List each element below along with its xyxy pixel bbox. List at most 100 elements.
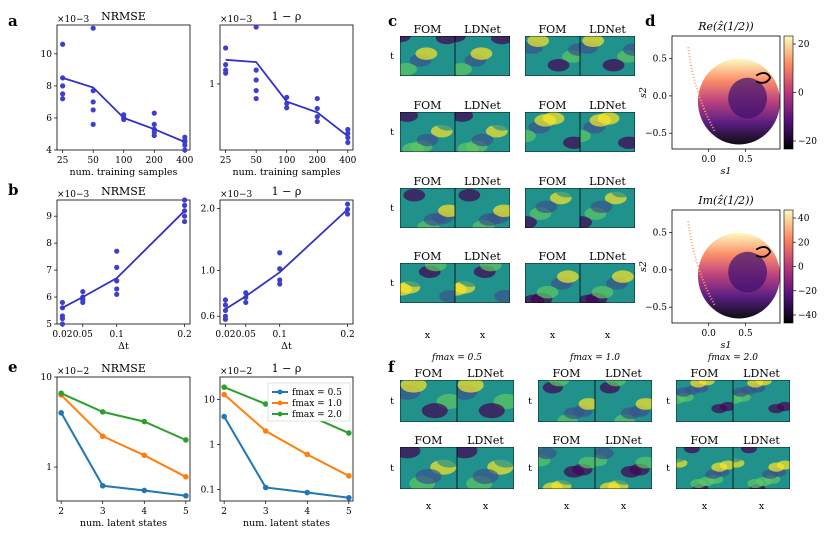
colorbar-tick-label: 20	[798, 238, 810, 248]
y-tick-label: 7	[46, 266, 52, 276]
y-tick-label: 1	[46, 463, 52, 473]
latent-plot-title: Im(ẑ(1/2))	[697, 194, 753, 207]
series-point	[262, 428, 269, 434]
heatmap-tile	[580, 36, 635, 76]
series-point	[221, 391, 227, 398]
series-point	[183, 473, 189, 480]
heatmap-label-fom: FOM	[691, 367, 719, 380]
data-point	[59, 299, 66, 306]
y-tick-label: 0.5	[653, 55, 668, 65]
heatmap-blob	[595, 447, 614, 460]
heatmap-blob	[547, 58, 570, 72]
heatmap-blob	[457, 447, 478, 459]
axis-exponent: ×10−3	[220, 15, 253, 25]
data-point	[60, 83, 66, 89]
latent-cloud-core	[728, 77, 768, 119]
plot-frame	[56, 199, 191, 325]
heatmap-blob	[525, 263, 539, 275]
x-tick-label: 100	[115, 156, 132, 166]
data-point	[60, 96, 66, 102]
heatmap-blob	[455, 62, 472, 76]
data-point	[253, 95, 259, 102]
latent-x-label: s1	[721, 340, 732, 351]
heatmap-blob	[479, 263, 502, 272]
heatmap-blob	[603, 145, 626, 152]
series-point	[58, 390, 64, 397]
heatmap-tile	[400, 36, 455, 76]
data-point	[253, 77, 259, 83]
x-tick-label: 0.2	[177, 330, 191, 340]
panel-letter-e: e	[8, 358, 18, 376]
heatmap-tile	[525, 263, 580, 303]
data-point	[277, 250, 283, 256]
latent-trajectory	[687, 221, 717, 307]
heatmap-blob	[618, 136, 635, 150]
heatmap-y-label: t	[390, 51, 394, 62]
series-point	[304, 451, 311, 458]
heatmap-blob	[768, 462, 785, 472]
data-point	[345, 135, 351, 141]
heatmap-y-label: t	[666, 396, 670, 407]
legend-entry: fmax = 2.0	[292, 410, 342, 420]
data-point	[90, 107, 96, 113]
heatmap-blob	[690, 478, 707, 489]
heatmap-label-fom: FOM	[414, 23, 442, 36]
trend-line	[62, 77, 186, 143]
chart-title: NRMSE	[101, 10, 146, 23]
x-tick-label: 0.02	[215, 330, 235, 340]
heatmap-label-fom: FOM	[414, 250, 442, 263]
trend-line	[224, 208, 349, 310]
data-point	[151, 132, 157, 139]
heatmap-blob	[535, 200, 558, 214]
data-point	[90, 99, 96, 105]
heatmap-tile	[457, 447, 514, 489]
x-tick-label: 3	[100, 507, 106, 517]
heatmap-y-label: t	[390, 396, 394, 407]
heatmap-blob	[733, 394, 743, 404]
heatmap-blob	[478, 403, 505, 419]
series-point	[221, 384, 227, 390]
colorbar-tick-label: 20	[798, 40, 810, 50]
data-point	[345, 126, 351, 133]
x-tick-label: 200	[309, 156, 326, 166]
heatmap-blob	[538, 447, 557, 460]
heatmap-tile	[595, 380, 652, 422]
heatmap-blob	[762, 469, 779, 479]
data-point	[90, 121, 96, 127]
panel-letter-d: d	[645, 12, 656, 30]
series-point	[58, 410, 64, 416]
heatmap-label-fom: FOM	[414, 99, 442, 112]
x-axis-label: num. latent states	[80, 518, 167, 529]
heatmap-tile	[733, 380, 790, 422]
x-tick-label: 50	[250, 156, 262, 166]
data-point	[59, 321, 66, 327]
data-point	[114, 264, 120, 270]
data-point	[284, 105, 290, 111]
heatmap-blob	[470, 47, 493, 60]
x-tick-label: 100	[278, 156, 295, 166]
y-tick-label: −0.5	[645, 129, 667, 139]
data-point	[253, 24, 259, 30]
x-tick-label: 400	[339, 156, 356, 166]
axis-exponent: ×10−3	[57, 15, 90, 25]
panel-f-heatmaps: fmax = 0.5 FOM LDNet t FOM LDNet t x x fmax = 1.0…	[390, 353, 790, 512]
heatmap-blob	[455, 36, 466, 43]
chart-title: 1 − ρ	[272, 185, 302, 198]
data-point	[60, 91, 66, 97]
heatmap-blob	[589, 114, 612, 127]
heatmap-label-fom: FOM	[539, 250, 567, 263]
y-tick-label: 6	[46, 293, 52, 303]
heatmap-blob	[472, 468, 499, 484]
heatmap-blob	[740, 447, 757, 454]
y-tick-label: 8	[46, 82, 52, 92]
latent-y-label: s2	[638, 87, 649, 98]
heatmap-blob	[612, 270, 634, 283]
heatmap-blob	[578, 456, 595, 469]
colorbar	[783, 209, 794, 324]
heatmap-label-fom: FOM	[539, 99, 567, 112]
heatmap-blob	[436, 118, 455, 131]
heatmap-tile	[400, 447, 457, 489]
series-point	[183, 437, 189, 443]
heatmap-tile	[457, 380, 514, 422]
